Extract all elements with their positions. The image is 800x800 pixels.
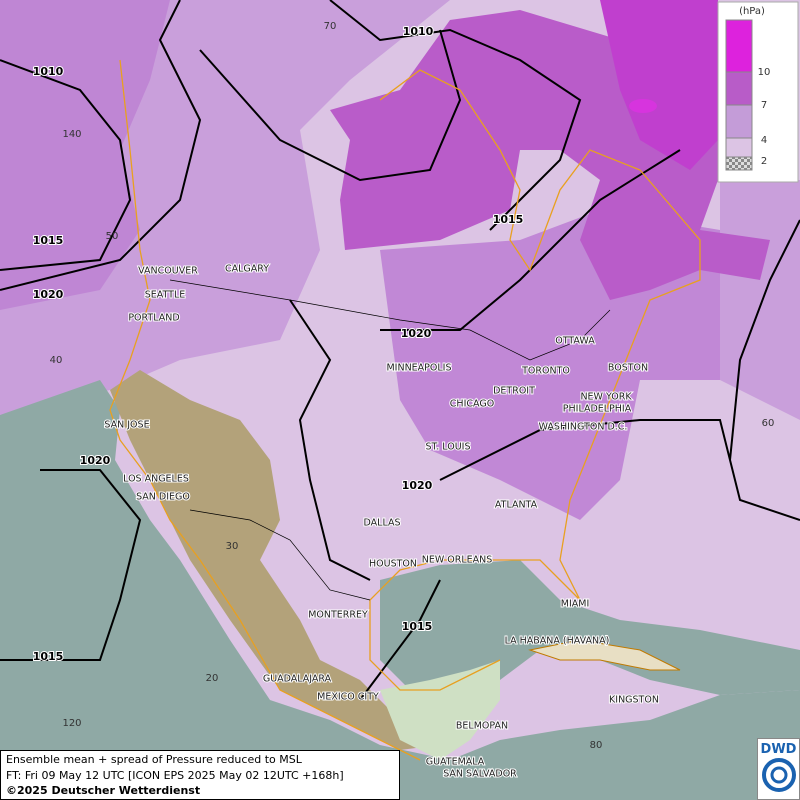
isobar-label: 1015 bbox=[33, 234, 64, 247]
city-label: CHICAGO bbox=[450, 399, 494, 410]
city-label: GUADALAJARA bbox=[263, 674, 332, 685]
city-label: SAN DIEGO bbox=[136, 492, 190, 503]
isobar-label: 1015 bbox=[493, 213, 524, 226]
city-label: OTTAWA bbox=[555, 336, 595, 347]
city-label: NEW YORK bbox=[580, 392, 632, 403]
city-label: MONTERREY bbox=[308, 610, 368, 621]
legend-label: 10 bbox=[758, 67, 771, 78]
isobars bbox=[0, 0, 800, 701]
grid-label: 20 bbox=[206, 673, 219, 684]
city-label: BELMOPAN bbox=[456, 721, 508, 732]
grid-label: 30 bbox=[226, 541, 239, 552]
legend-label: 4 bbox=[761, 135, 767, 146]
city-label: LA HABANA (HAVANA) bbox=[505, 636, 610, 647]
isobar-label: 1010 bbox=[403, 25, 434, 38]
grid-label: 120 bbox=[62, 718, 81, 729]
spread-medium bbox=[720, 180, 800, 420]
isobar-label: 1010 bbox=[33, 65, 64, 78]
city-label: NEW ORLEANS bbox=[422, 555, 493, 566]
legend-label: 2 bbox=[761, 156, 767, 167]
isobar-label: 1015 bbox=[402, 620, 433, 633]
city-label: ATLANTA bbox=[495, 500, 538, 511]
city-label: PHILADELPHIA bbox=[563, 404, 632, 415]
city-label: LOS ANGELES bbox=[123, 474, 189, 485]
logo-text: DWD bbox=[760, 742, 797, 757]
city-label: MINNEAPOLIS bbox=[386, 363, 451, 374]
city-label: DALLAS bbox=[364, 518, 401, 529]
logo: DWD bbox=[757, 738, 800, 800]
caption-line: ©2025 Deutscher Wetterdienst bbox=[6, 784, 201, 797]
spread-high bbox=[600, 0, 718, 170]
city-label: VANCOUVER bbox=[138, 266, 198, 277]
city-label: HOUSTON bbox=[369, 559, 417, 570]
grid-label: 70 bbox=[324, 21, 337, 32]
borders bbox=[169, 279, 611, 601]
grid-label: 50 bbox=[106, 231, 119, 242]
caption: Ensemble mean + spread of Pressure reduc… bbox=[0, 750, 400, 800]
spread-medium bbox=[0, 0, 170, 310]
grid-label: 140 bbox=[62, 129, 81, 140]
city-label: MIAMI bbox=[561, 599, 590, 610]
city-label: GUATEMALA bbox=[426, 757, 485, 768]
legend bbox=[717, 1, 799, 183]
logo-icon bbox=[761, 758, 796, 792]
grid-label: 60 bbox=[762, 418, 775, 429]
city-label: MEXICO CITY bbox=[317, 692, 379, 703]
caption-line: Ensemble mean + spread of Pressure reduc… bbox=[6, 753, 302, 766]
island bbox=[528, 639, 681, 671]
city-label: KINGSTON bbox=[609, 695, 659, 706]
city-label: BOSTON bbox=[608, 363, 648, 374]
coastlines bbox=[109, 59, 701, 761]
ocean-no-spread bbox=[0, 380, 800, 800]
grid-label: 80 bbox=[590, 740, 603, 751]
city-label: SAN JOSE bbox=[104, 420, 149, 431]
isobar-label: 1020 bbox=[401, 327, 432, 340]
city-label: WASHINGTON D.C. bbox=[539, 422, 628, 433]
city-label: SAN SALVADOR bbox=[443, 769, 517, 780]
city-label: PORTLAND bbox=[128, 313, 179, 324]
spread-high bbox=[629, 99, 657, 113]
city-label: SEATTLE bbox=[145, 290, 186, 301]
legend-label: 7 bbox=[761, 100, 767, 111]
isobar-label: 1020 bbox=[402, 479, 433, 492]
terrain bbox=[110, 370, 440, 750]
city-label: DETROIT bbox=[493, 386, 535, 397]
isobar-label: 1020 bbox=[33, 288, 64, 301]
isobar-label: 1020 bbox=[80, 454, 111, 467]
city-label: CALGARY bbox=[225, 264, 269, 275]
city-label: TORONTO bbox=[521, 366, 570, 377]
city-label: ST. LOUIS bbox=[426, 442, 471, 453]
legend-unit: (hPa) bbox=[739, 6, 765, 17]
isobar-label: 1015 bbox=[33, 650, 64, 663]
terrain bbox=[380, 660, 500, 760]
caption-line: FT: Fri 09 May 12 UTC [ICON EPS 2025 May… bbox=[6, 768, 344, 782]
grid-label: 40 bbox=[50, 355, 63, 366]
